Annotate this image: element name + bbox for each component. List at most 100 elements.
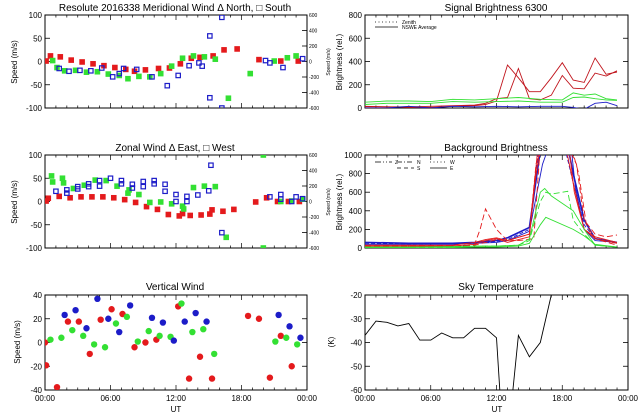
data-point-blue [77, 67, 83, 74]
series-line-green-b [365, 190, 618, 248]
data-point-green [189, 328, 196, 336]
data-point-green [179, 55, 186, 62]
data-point-red [68, 57, 74, 63]
x-tick-label: 12:00 [486, 394, 507, 403]
data-point-blue [126, 302, 134, 309]
skytemp-xlabel: UT [492, 405, 503, 414]
x-tick-label: 00:00 [355, 394, 376, 403]
right-y-tick-label: -200 [309, 215, 319, 221]
x-tick-label: 18:00 [231, 394, 252, 403]
data-point-red [155, 65, 162, 72]
right-y-tick-label: -200 [309, 75, 319, 81]
right-y-tick-label: 600 [309, 153, 318, 159]
y-tick-label: 400 [349, 58, 363, 67]
vertical-plot-area [45, 295, 304, 390]
right-y-tick-label: -600 [309, 106, 319, 112]
data-point-green [136, 191, 142, 198]
data-point-red [296, 198, 303, 205]
data-point-green [178, 300, 185, 307]
data-point-red [277, 332, 284, 340]
data-point-red [45, 339, 49, 346]
data-point-blue [94, 295, 101, 302]
data-point-red [263, 194, 270, 201]
data-point-blue [173, 198, 179, 205]
data-point-red [295, 58, 302, 64]
data-point-green [60, 180, 67, 186]
data-point-blue [173, 191, 179, 198]
data-point-red [121, 196, 128, 203]
data-point-blue [118, 181, 125, 187]
series-line-blue-c [365, 155, 618, 245]
meridional-wind-panel: Resolute 2016338 Meridional Wind Δ North… [10, 3, 332, 113]
series-line-green-1 [365, 92, 618, 103]
data-point-green [125, 75, 131, 82]
data-point-blue [293, 194, 299, 200]
background-brightness-panel: Background Brightness Brightness (rel.) … [335, 143, 629, 253]
data-point-red [197, 54, 203, 61]
x-tick-label: 06:00 [100, 394, 121, 403]
data-point-red [90, 61, 96, 67]
data-point-red [220, 208, 226, 215]
data-point-red [196, 353, 204, 360]
y-tick-label: 100 [29, 151, 43, 160]
y-tick-label: 600 [349, 188, 363, 197]
x-tick-label: 06:00 [421, 394, 442, 403]
right-y-tick-label: -600 [309, 246, 319, 252]
meridional-ylabel-right: Speed (m/s) [326, 48, 332, 76]
data-point-green [284, 54, 291, 61]
data-point-red [89, 194, 95, 200]
vertical-title: Vertical Wind [146, 282, 204, 293]
data-point-green [288, 198, 295, 204]
data-point-green [247, 70, 254, 77]
right-y-tick-label: 0 [309, 60, 312, 66]
data-point-red [97, 316, 104, 323]
data-point-green [260, 245, 267, 248]
data-point-blue [53, 188, 59, 195]
right-y-tick-label: 400 [309, 169, 318, 175]
vertical-wind-panel: Vertical Wind Speed (m/s) UT 40 20 0 -20 -40… [13, 282, 318, 414]
data-point-blue [159, 319, 167, 326]
legend-label: S [417, 166, 421, 172]
data-point-green [211, 350, 218, 358]
data-point-green [123, 313, 131, 321]
data-point-green [92, 177, 99, 183]
y-tick-label: 0 [38, 339, 43, 348]
background-ylabel: Brightness (rel.) [335, 173, 344, 230]
data-point-green [59, 175, 66, 182]
data-point-red [45, 195, 52, 202]
data-point-red [56, 193, 62, 200]
data-point-blue [120, 65, 127, 72]
y-tick-label: 0 [38, 58, 43, 67]
data-point-blue [96, 177, 103, 184]
data-point-blue [205, 188, 212, 194]
data-point-blue [184, 198, 190, 205]
data-point-blue [66, 68, 72, 75]
skytemp-ylabel: (K) [327, 336, 336, 347]
vertical-ylabel: Speed (m/s) [13, 320, 22, 364]
meridional-ylabel: Speed (m/s) [10, 40, 19, 84]
data-point-blue [85, 183, 92, 190]
data-point-red [86, 350, 93, 358]
data-point-red [78, 194, 84, 200]
data-point-green [157, 199, 164, 205]
data-point-green [101, 344, 109, 351]
data-point-red [132, 199, 139, 206]
data-point-red [176, 213, 183, 219]
data-point-green [61, 68, 68, 74]
y-tick-label: 50 [33, 34, 42, 43]
data-point-green [94, 68, 101, 75]
data-point-green [223, 234, 230, 241]
y-tick-label: 1000 [344, 151, 362, 160]
data-point-green [49, 179, 56, 185]
data-point-red [255, 315, 263, 322]
data-point-blue [219, 15, 225, 21]
data-point-blue [219, 105, 225, 108]
data-point-green [103, 177, 109, 184]
data-point-red [47, 53, 54, 59]
data-point-red [288, 363, 295, 370]
data-point-blue [199, 63, 206, 69]
data-point-blue [196, 60, 202, 66]
y-tick-label: -60 [350, 386, 362, 395]
series-line-blue-a [365, 155, 618, 245]
